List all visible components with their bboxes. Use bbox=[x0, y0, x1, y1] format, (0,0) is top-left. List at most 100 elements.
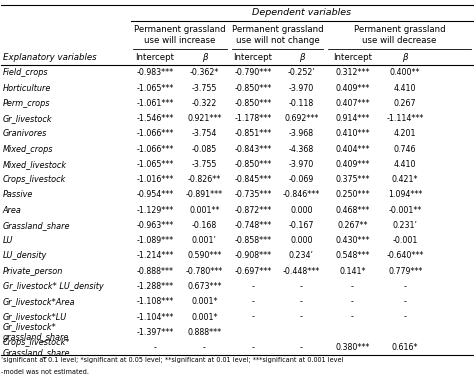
Text: Dependent variables: Dependent variables bbox=[253, 8, 352, 17]
Text: -0.001**: -0.001** bbox=[389, 206, 422, 215]
Text: -0.963***: -0.963*** bbox=[137, 221, 173, 230]
Text: 0.779***: 0.779*** bbox=[388, 267, 422, 276]
Text: Intercept: Intercept bbox=[136, 53, 174, 62]
Text: -0.858***: -0.858*** bbox=[235, 236, 272, 245]
Text: 0.250***: 0.250*** bbox=[335, 190, 370, 200]
Text: -0.843***: -0.843*** bbox=[235, 145, 272, 154]
Text: -: - bbox=[300, 297, 303, 306]
Text: -1.397***: -1.397*** bbox=[137, 328, 173, 337]
Text: -: - bbox=[252, 313, 255, 322]
Text: 0.267: 0.267 bbox=[394, 99, 417, 108]
Text: LU_density: LU_density bbox=[2, 252, 47, 260]
Text: 0.000: 0.000 bbox=[290, 206, 312, 215]
Text: -0.908***: -0.908*** bbox=[235, 252, 272, 260]
Text: Explanatory variables: Explanatory variables bbox=[2, 53, 96, 62]
Text: Gr_livestock*Area: Gr_livestock*Area bbox=[2, 297, 75, 306]
Text: -0.252’: -0.252’ bbox=[287, 68, 315, 77]
Text: 0.400**: 0.400** bbox=[390, 68, 420, 77]
Text: -0.850***: -0.850*** bbox=[235, 160, 272, 169]
Text: -0.851***: -0.851*** bbox=[235, 129, 272, 138]
Text: -: - bbox=[300, 313, 303, 322]
Text: -: - bbox=[404, 313, 407, 322]
Text: -: - bbox=[404, 282, 407, 291]
Text: Granivores: Granivores bbox=[2, 129, 47, 138]
Text: 0.692***: 0.692*** bbox=[284, 114, 319, 123]
Text: -1.065***: -1.065*** bbox=[137, 83, 173, 93]
Text: -0.845***: -0.845*** bbox=[235, 175, 272, 184]
Text: -1.129***: -1.129*** bbox=[137, 206, 173, 215]
Text: -1.214***: -1.214*** bbox=[137, 252, 173, 260]
Text: -model was not estimated.: -model was not estimated. bbox=[0, 369, 89, 375]
Text: -0.846***: -0.846*** bbox=[283, 190, 320, 200]
Text: 0.001**: 0.001** bbox=[189, 206, 219, 215]
Text: Private_person: Private_person bbox=[2, 267, 63, 276]
Text: 0.234’: 0.234’ bbox=[289, 252, 314, 260]
Text: -0.735***: -0.735*** bbox=[234, 190, 272, 200]
Text: -: - bbox=[404, 297, 407, 306]
Text: 0.468***: 0.468*** bbox=[335, 206, 370, 215]
Text: -1.016***: -1.016*** bbox=[137, 175, 173, 184]
Text: Mixed_livestock: Mixed_livestock bbox=[2, 160, 67, 169]
Text: -0.748***: -0.748*** bbox=[235, 221, 272, 230]
Text: -: - bbox=[252, 282, 255, 291]
Text: -0.872***: -0.872*** bbox=[235, 206, 272, 215]
Text: Perm_crops: Perm_crops bbox=[2, 99, 50, 108]
Text: Field_crops: Field_crops bbox=[2, 68, 48, 77]
Text: -0.697***: -0.697*** bbox=[235, 267, 272, 276]
Text: -: - bbox=[252, 343, 255, 352]
Text: Permanent grassland
use will decrease: Permanent grassland use will decrease bbox=[354, 25, 446, 44]
Text: β: β bbox=[402, 53, 408, 62]
Text: -0.322: -0.322 bbox=[191, 99, 217, 108]
Text: -3.755: -3.755 bbox=[191, 83, 217, 93]
Text: -: - bbox=[203, 343, 206, 352]
Text: 0.375***: 0.375*** bbox=[335, 175, 370, 184]
Text: -0.888***: -0.888*** bbox=[137, 267, 173, 276]
Text: 0.548***: 0.548*** bbox=[335, 252, 370, 260]
Text: -0.954***: -0.954*** bbox=[137, 190, 173, 200]
Text: -0.891***: -0.891*** bbox=[186, 190, 223, 200]
Text: -4.368: -4.368 bbox=[289, 145, 314, 154]
Text: 0.231’: 0.231’ bbox=[393, 221, 418, 230]
Text: 4.201: 4.201 bbox=[394, 129, 417, 138]
Text: -0.167: -0.167 bbox=[289, 221, 314, 230]
Text: 0.421*: 0.421* bbox=[392, 175, 419, 184]
Text: -3.970: -3.970 bbox=[289, 160, 314, 169]
Text: -1.061***: -1.061*** bbox=[137, 99, 173, 108]
Text: Crops_livestock: Crops_livestock bbox=[2, 175, 66, 184]
Text: Gr_livestock*
grassland_share: Gr_livestock* grassland_share bbox=[2, 322, 69, 342]
Text: -1.066***: -1.066*** bbox=[137, 129, 173, 138]
Text: Crops_livestock*
Grassland_share: Crops_livestock* Grassland_share bbox=[2, 338, 70, 357]
Text: -1.178***: -1.178*** bbox=[235, 114, 272, 123]
Text: 0.673***: 0.673*** bbox=[187, 282, 222, 291]
Text: 0.921***: 0.921*** bbox=[187, 114, 221, 123]
Text: -0.362*: -0.362* bbox=[190, 68, 219, 77]
Text: 0.267**: 0.267** bbox=[337, 221, 367, 230]
Text: -3.754: -3.754 bbox=[191, 129, 217, 138]
Text: -0.640***: -0.640*** bbox=[387, 252, 424, 260]
Text: Passive: Passive bbox=[2, 190, 33, 200]
Text: 0.746: 0.746 bbox=[394, 145, 417, 154]
Text: 0.409***: 0.409*** bbox=[335, 83, 370, 93]
Text: -: - bbox=[300, 282, 303, 291]
Text: -: - bbox=[300, 343, 303, 352]
Text: -0.448***: -0.448*** bbox=[283, 267, 320, 276]
Text: 0.430***: 0.430*** bbox=[335, 236, 370, 245]
Text: Horticulture: Horticulture bbox=[2, 83, 51, 93]
Text: β: β bbox=[201, 53, 207, 62]
Text: Intercept: Intercept bbox=[234, 53, 273, 62]
Text: -0.790***: -0.790*** bbox=[235, 68, 272, 77]
Text: -0.085: -0.085 bbox=[192, 145, 217, 154]
Text: -0.850***: -0.850*** bbox=[235, 83, 272, 93]
Text: -0.983***: -0.983*** bbox=[137, 68, 173, 77]
Text: 0.590***: 0.590*** bbox=[187, 252, 221, 260]
Text: -: - bbox=[351, 313, 354, 322]
Text: Intercept: Intercept bbox=[333, 53, 372, 62]
Text: 0.001’: 0.001’ bbox=[192, 236, 217, 245]
Text: 0.407***: 0.407*** bbox=[335, 99, 370, 108]
Text: -: - bbox=[154, 343, 156, 352]
Text: -1.065***: -1.065*** bbox=[137, 160, 173, 169]
Text: Gr_livestock: Gr_livestock bbox=[2, 114, 52, 123]
Text: 1.094***: 1.094*** bbox=[388, 190, 422, 200]
Text: 0.141*: 0.141* bbox=[339, 267, 365, 276]
Text: -0.069: -0.069 bbox=[289, 175, 314, 184]
